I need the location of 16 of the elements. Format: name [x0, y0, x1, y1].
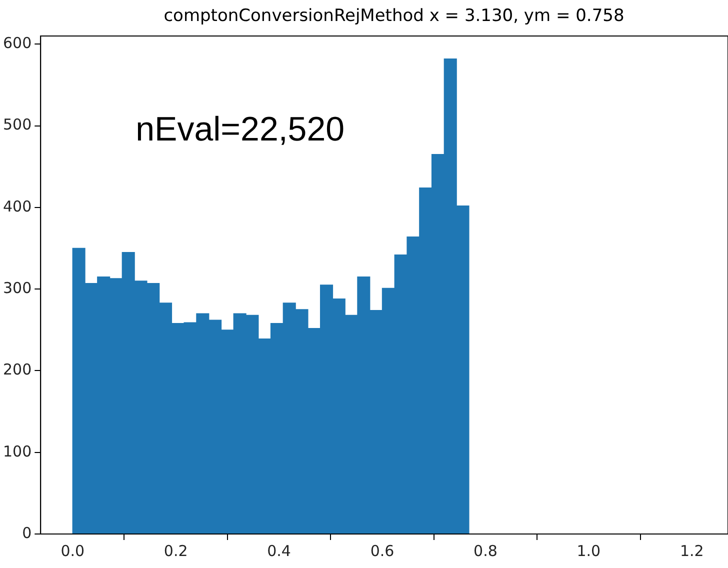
x-tick-label: 1.2 [680, 542, 704, 560]
x-tick-label: 0.6 [370, 542, 394, 560]
y-tick-label: 100 [2, 442, 32, 460]
annotation: nEval=22,520 [136, 110, 345, 148]
x-tick-label: 0.8 [474, 542, 498, 560]
y-tick-label: 200 [2, 360, 32, 379]
x-tick-label: 0.2 [164, 542, 188, 560]
y-tick-label: 400 [2, 197, 32, 216]
y-tick-label: 300 [2, 278, 32, 297]
x-tick-label: 1.0 [576, 542, 601, 560]
y-tick-label: 600 [2, 34, 32, 52]
x-tick-label: 0.4 [267, 542, 291, 560]
chart-title: comptonConversionRejMethod x = 3.130, ym = 0.758 [162, 6, 626, 26]
x-tick-label: 0.0 [60, 542, 85, 560]
y-tick-label: 500 [2, 116, 32, 134]
y-tick-label: 0 [22, 524, 32, 542]
